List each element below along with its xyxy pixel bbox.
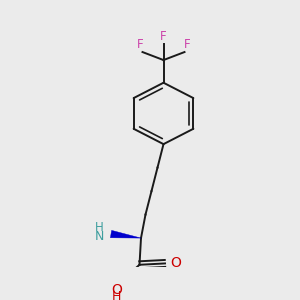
Text: H: H: [112, 290, 121, 300]
Polygon shape: [110, 230, 141, 238]
Text: H: H: [95, 221, 104, 234]
Text: O: O: [170, 256, 181, 270]
Text: O: O: [111, 283, 122, 297]
Text: F: F: [137, 38, 143, 51]
Text: N: N: [95, 230, 104, 243]
Text: F: F: [184, 38, 190, 51]
Text: F: F: [160, 30, 167, 43]
